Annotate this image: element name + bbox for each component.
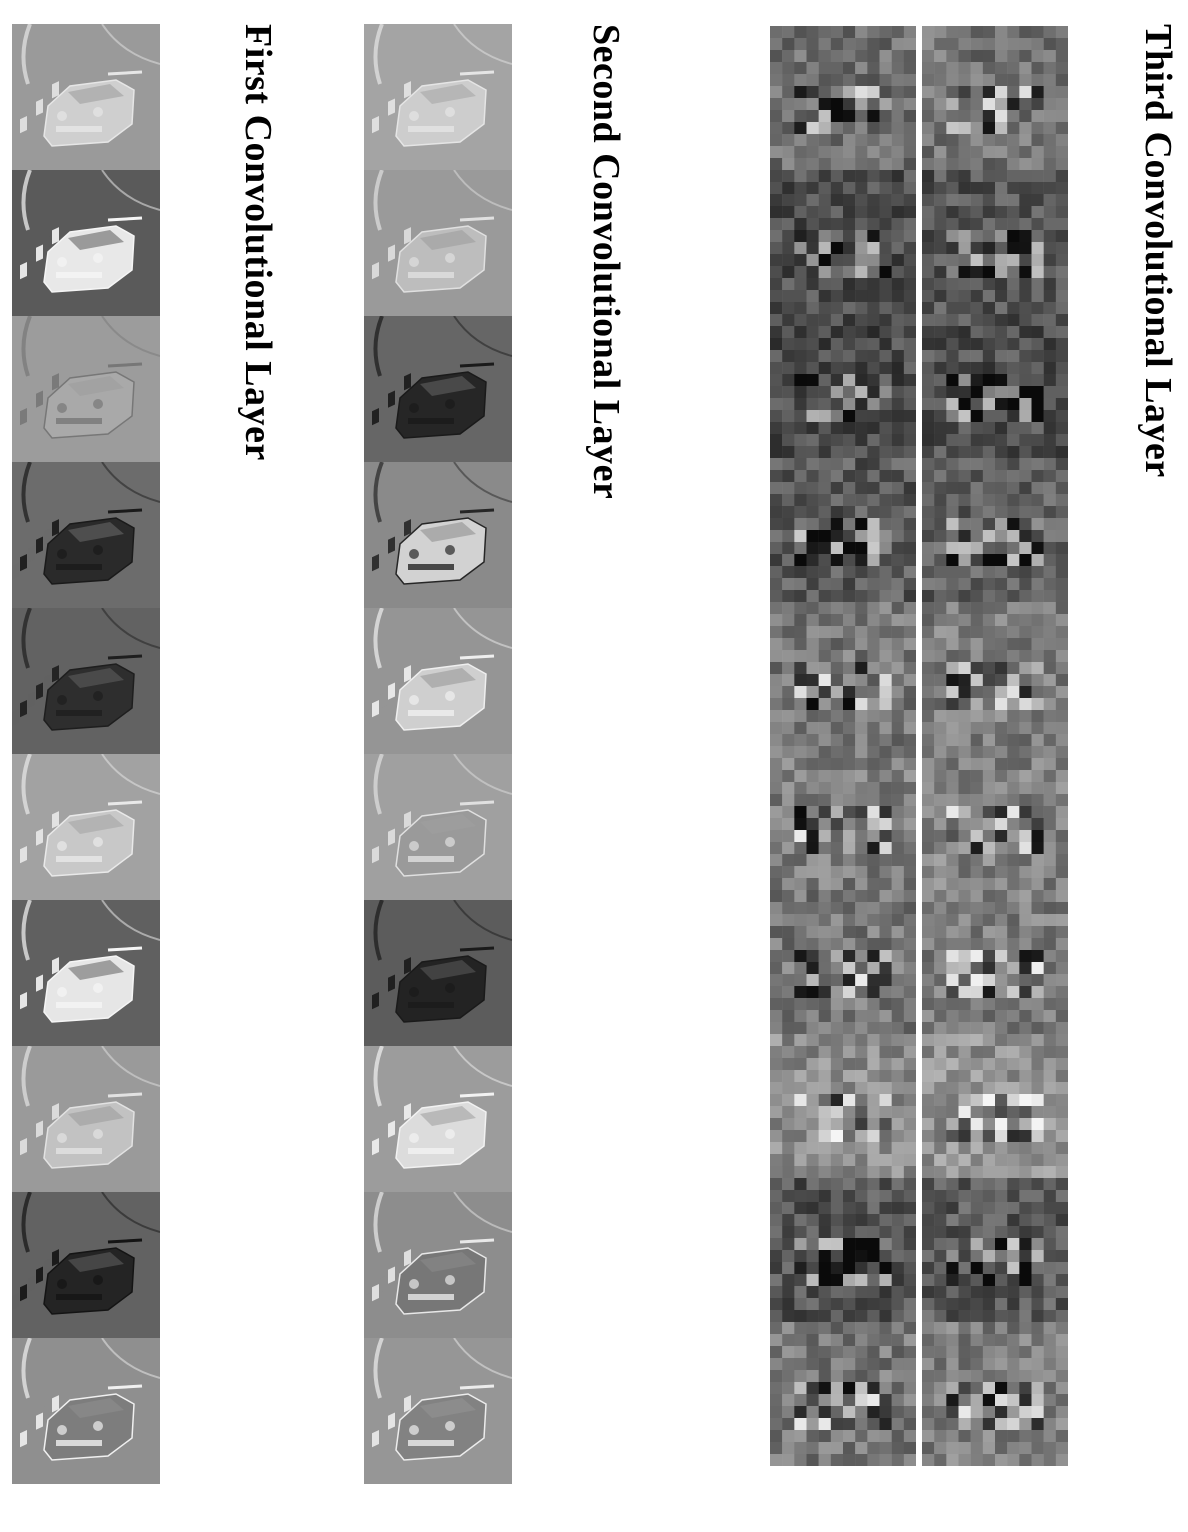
second-layer-feature-map	[364, 24, 512, 170]
third-layer-feature-map	[922, 314, 1068, 458]
third-layer-feature-map	[770, 1178, 916, 1322]
first-layer-feature-map	[12, 24, 160, 170]
third-layer-feature-map	[922, 602, 1068, 746]
first-layer-feature-map	[12, 462, 160, 608]
second-layer-feature-map	[364, 1338, 512, 1484]
second-layer-feature-map	[364, 1192, 512, 1338]
second-layer-feature-map	[364, 900, 512, 1046]
third-layer-column-a	[770, 26, 916, 1466]
first-layer-feature-map	[12, 170, 160, 316]
first-layer-feature-map	[12, 900, 160, 1046]
third-layer-feature-map	[922, 170, 1068, 314]
third-layer-feature-map	[770, 1322, 916, 1466]
third-layer-feature-map	[770, 1034, 916, 1178]
third-layer-feature-map	[770, 602, 916, 746]
third-layer-feature-map	[770, 890, 916, 1034]
third-layer-feature-map	[922, 26, 1068, 170]
third-layer-feature-map	[770, 746, 916, 890]
third-layer-feature-map	[770, 170, 916, 314]
third-layer-feature-map	[770, 458, 916, 602]
second-layer-feature-map	[364, 316, 512, 462]
first-layer-feature-map	[12, 608, 160, 754]
third-layer-feature-map	[922, 1178, 1068, 1322]
second-layer-feature-map	[364, 170, 512, 316]
third-layer-label: Third Convolutional Layer	[1137, 24, 1179, 478]
first-layer-feature-map	[12, 754, 160, 900]
third-layer-feature-map	[922, 1322, 1068, 1466]
first-layer-feature-map	[12, 1046, 160, 1192]
third-layer-column-b	[922, 26, 1068, 1466]
first-layer-feature-map	[12, 316, 160, 462]
first-layer-feature-map	[12, 1192, 160, 1338]
first-layer-feature-map	[12, 1338, 160, 1484]
first-layer-column	[12, 24, 160, 1484]
third-layer-feature-map	[922, 890, 1068, 1034]
second-layer-column	[364, 24, 512, 1484]
third-layer-feature-map	[770, 314, 916, 458]
second-layer-feature-map	[364, 462, 512, 608]
second-layer-label: Second Convolutional Layer	[585, 24, 627, 500]
second-layer-feature-map	[364, 608, 512, 754]
second-layer-feature-map	[364, 1046, 512, 1192]
second-layer-feature-map	[364, 754, 512, 900]
first-layer-label: First Convolutional Layer	[237, 24, 279, 461]
third-layer-feature-map	[922, 746, 1068, 890]
third-layer-feature-map	[922, 458, 1068, 602]
third-layer-feature-map	[922, 1034, 1068, 1178]
third-layer-feature-map	[770, 26, 916, 170]
